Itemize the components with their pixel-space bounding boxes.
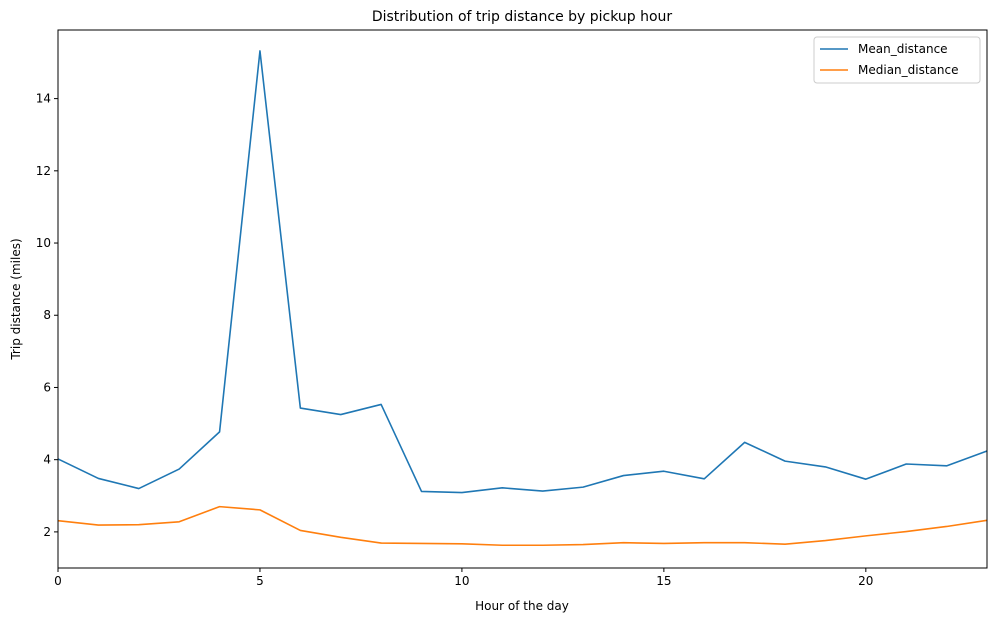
plot-lines (57, 50, 988, 547)
y-tick-label: 2 (43, 525, 51, 539)
y-tick-label: 10 (36, 236, 51, 250)
x-tick-label: 15 (656, 574, 671, 588)
legend-box (813, 36, 981, 84)
chart-title: Distribution of trip distance by pickup … (372, 9, 673, 25)
x-axis-label: Hour of the day (475, 599, 569, 613)
y-axis-label: Trip distance (miles) (9, 238, 23, 360)
x-tick-label: 20 (858, 574, 873, 588)
y-tick-label: 14 (36, 92, 51, 106)
legend: Mean_distance Median_distance (813, 36, 981, 84)
legend-label: Mean_distance (858, 42, 948, 56)
x-tick-label: 5 (256, 574, 264, 588)
x-tick-label: 0 (54, 574, 62, 588)
plot-frame (57, 29, 988, 569)
y-tick-label: 12 (36, 164, 51, 178)
y-tick-label: 6 (43, 380, 51, 394)
series-line-median-distance (57, 505, 988, 547)
y-tick-label: 8 (43, 308, 51, 322)
x-axis: 0 5 10 15 20 (54, 568, 873, 588)
legend-label: Median_distance (858, 63, 959, 77)
y-axis: 2 4 6 8 10 12 14 (36, 92, 58, 539)
series-line-mean-distance (57, 50, 988, 494)
x-tick-label: 10 (454, 574, 469, 588)
y-tick-label: 4 (43, 453, 51, 467)
